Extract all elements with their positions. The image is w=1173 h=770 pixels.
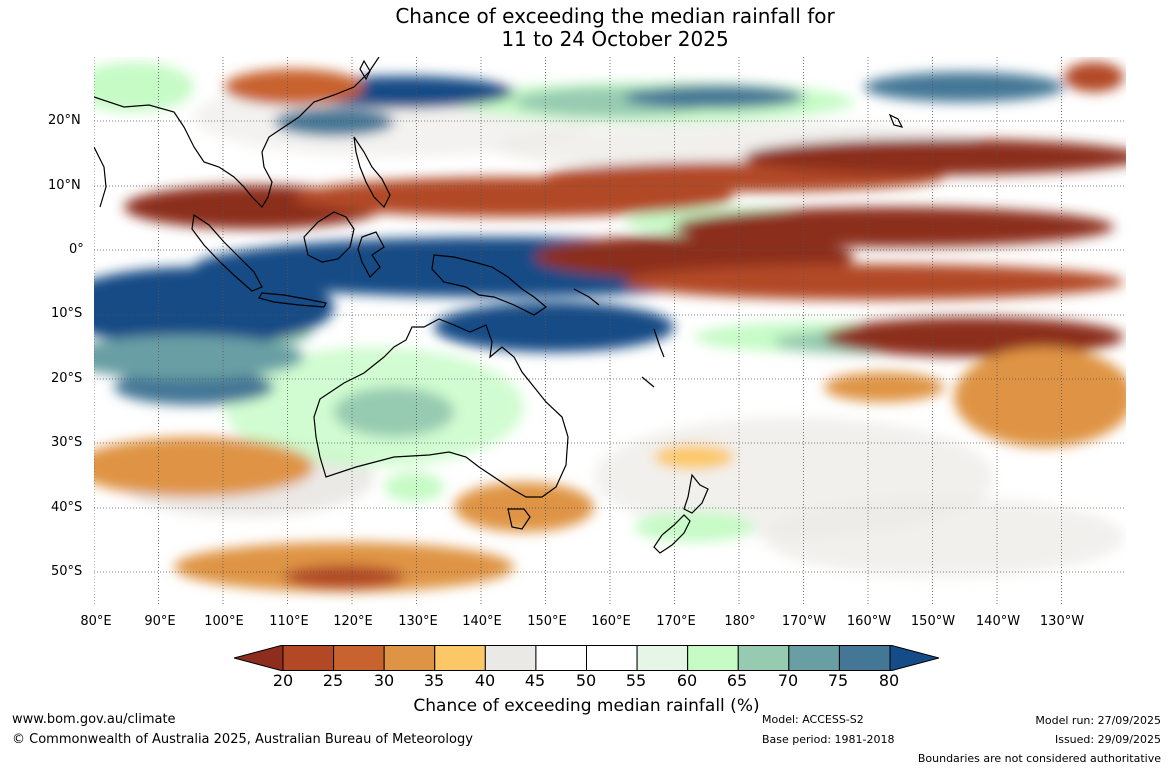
colorbar-tick-label: 80	[878, 671, 900, 690]
coastlines	[94, 57, 904, 554]
lon-label: 150°W	[910, 614, 956, 629]
lat-label: 10°S	[51, 306, 83, 321]
footer-url: www.bom.gov.au/climate	[12, 712, 176, 727]
sumatra-coastline	[191, 213, 263, 292]
colorbar-tick-label: 35	[423, 671, 445, 690]
graticule	[94, 57, 1126, 604]
lat-label: 50°S	[51, 564, 83, 579]
map-title-line-2: 11 to 24 October 2025	[501, 27, 729, 51]
lon-label: 110°E	[269, 614, 309, 629]
colorbar-segment	[383, 645, 436, 671]
lon-label: 140°E	[462, 614, 502, 629]
colorbar-tick-label: 20	[272, 671, 294, 690]
colorbar-extend-low	[234, 645, 284, 671]
lat-label: 0°	[69, 242, 84, 257]
colorbar-tick-label: 25	[322, 671, 344, 690]
colorbar-tick-label: 50	[575, 671, 597, 690]
colorbar-segment	[282, 645, 335, 671]
tasmania-coastline	[507, 508, 531, 530]
lon-label: 160°W	[846, 614, 892, 629]
footer-issued: Issued: 29/09/2025	[1054, 733, 1161, 746]
colorbar-extend-high	[889, 645, 939, 671]
footer-base-period: Base period: 1981-2018	[762, 733, 895, 746]
lat-label: 40°S	[51, 500, 83, 515]
lon-label: 130°W	[1039, 614, 1085, 629]
lat-label: 10°N	[48, 178, 81, 193]
colorbar-tick-label: 30	[373, 671, 395, 690]
colorbar-tick-label: 75	[827, 671, 849, 690]
colorbar-segment	[737, 645, 790, 671]
lat-label: 30°S	[51, 435, 83, 450]
colorbar-tick-label: 55	[625, 671, 647, 690]
lat-label: 20°S	[51, 371, 83, 386]
rainfall-probability-map	[94, 57, 1126, 604]
colorbar-segment	[687, 645, 739, 671]
colorbar-segment	[333, 645, 385, 671]
asia-coastline	[94, 57, 380, 208]
lon-label: 130°E	[398, 614, 438, 629]
rainfall-field	[94, 62, 1126, 592]
colorbar-tick-label: 65	[726, 671, 748, 690]
lon-label: 80°E	[80, 614, 112, 629]
colorbar-segment	[535, 645, 587, 671]
colorbar-tick-label: 70	[777, 671, 799, 690]
lon-label: 90°E	[144, 614, 176, 629]
colorbar-tick-label: 60	[676, 671, 698, 690]
map-title-line-1: Chance of exceeding the median rainfall …	[395, 4, 835, 28]
australia-coastline	[313, 318, 569, 498]
colorbar-segment	[636, 645, 689, 671]
colorbar-segment	[788, 645, 840, 671]
footer-disclaimer: Boundaries are not considered authoritat…	[917, 752, 1161, 765]
borneo-coastline	[303, 211, 355, 263]
colorbar-segment	[586, 645, 638, 671]
philippines-coastline	[353, 136, 391, 209]
java-coastline	[258, 292, 327, 308]
footer-copyright: © Commonwealth of Australia 2025, Austra…	[12, 732, 473, 747]
lat-label: 20°N	[48, 113, 81, 128]
new-guinea-coastline	[431, 254, 548, 316]
colorbar-tick-label: 40	[474, 671, 496, 690]
colorbar-segment	[484, 645, 537, 671]
footer-model-run: Model run: 27/09/2025	[1035, 714, 1161, 727]
lon-label: 170°W	[781, 614, 827, 629]
new-zealand-coastline	[683, 473, 709, 514]
lon-label: 150°E	[527, 614, 567, 629]
colorbar	[234, 645, 939, 671]
lon-label: 100°E	[204, 614, 244, 629]
lon-label: 180°	[724, 614, 756, 629]
lon-label: 120°E	[333, 614, 373, 629]
lon-label: 140°W	[975, 614, 1021, 629]
colorbar-label: Chance of exceeding median rainfall (%)	[413, 696, 760, 716]
colorbar-segment	[838, 645, 891, 671]
colorbar-tick-label: 45	[524, 671, 546, 690]
colorbar-segment	[434, 645, 486, 671]
lon-label: 170°E	[656, 614, 696, 629]
footer-model: Model: ACCESS-S2	[762, 713, 864, 726]
lon-label: 160°E	[591, 614, 631, 629]
